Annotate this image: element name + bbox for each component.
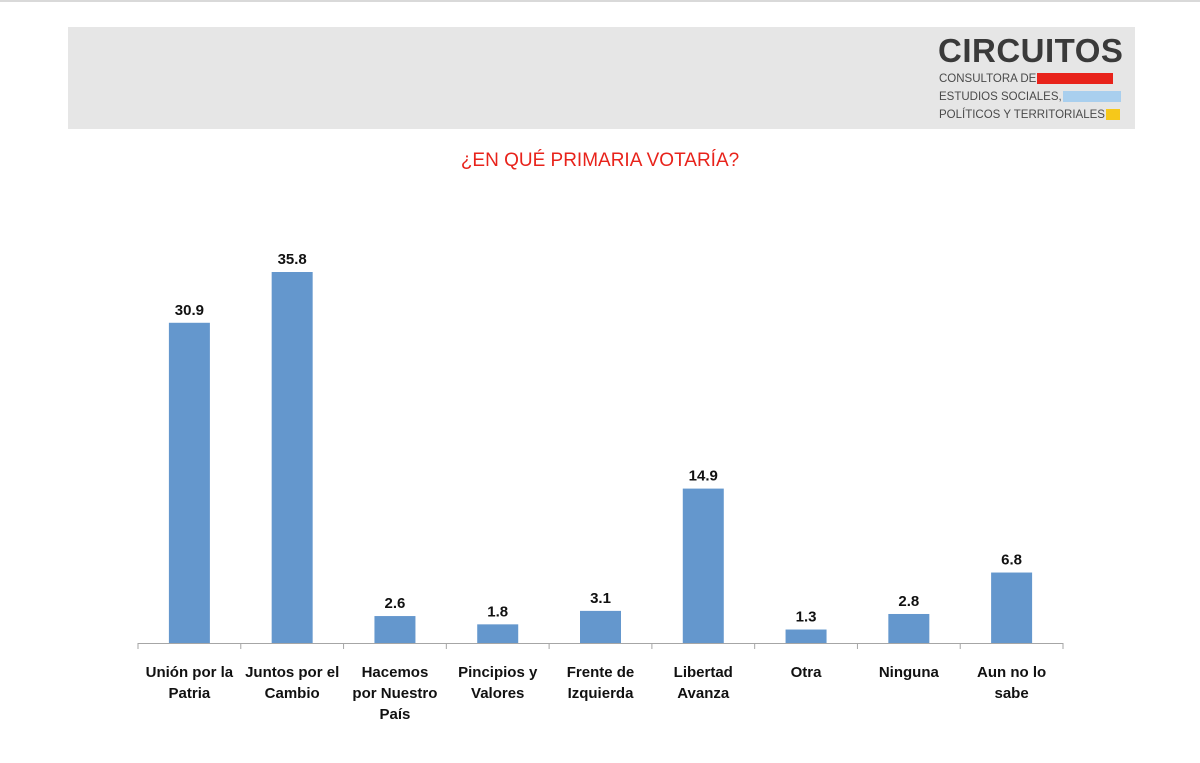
bar (477, 624, 519, 643)
bar (271, 272, 313, 643)
category-label: Unión por la Patria (146, 664, 234, 702)
logo-line-2: ESTUDIOS SOCIALES, (939, 88, 1121, 106)
bar (991, 572, 1033, 643)
data-label: 1.8 (487, 603, 508, 620)
header-band (68, 27, 1135, 129)
logo-line-3-text: POLÍTICOS Y TERRITORIALES (939, 109, 1105, 121)
category-label: Otra (791, 664, 823, 681)
top-divider (0, 0, 1200, 2)
logo-line-3: POLÍTICOS Y TERRITORIALES (939, 106, 1120, 124)
bar (580, 610, 621, 643)
category-label: Juntos por el Cambio (245, 664, 339, 702)
category-label: Frente de Izquierda (567, 664, 635, 702)
data-label: 1.3 (796, 609, 817, 626)
logo-line-1-text: CONSULTORA DE (939, 73, 1037, 85)
data-label: 14.9 (689, 468, 718, 485)
logo-yellow-stripe (1105, 109, 1120, 121)
data-label: 6.8 (1001, 552, 1022, 569)
data-label: 3.1 (590, 590, 611, 607)
data-label: 2.6 (385, 595, 406, 612)
bar (168, 322, 210, 643)
category-label: Aun no lo sabe (977, 664, 1046, 702)
logo-blue-stripe (1062, 91, 1121, 103)
category-label: Hacemos por Nuestro País (352, 664, 437, 723)
data-label: 2.8 (898, 593, 919, 610)
data-label: 35.8 (278, 251, 307, 268)
category-label: Pincipios y Valores (458, 664, 538, 702)
category-label: Ninguna (879, 664, 940, 681)
chart-title: ¿EN QUÉ PRIMARIA VOTARÍA? (460, 150, 740, 171)
bar (888, 613, 930, 643)
bar (785, 629, 827, 643)
circuitos-logo: CIRCUITOS CONSULTORA DE ESTUDIOS SOCIALE… (938, 33, 1123, 125)
logo-red-stripe (1037, 73, 1114, 85)
logo-name: CIRCUITOS (938, 32, 1124, 69)
bar (374, 616, 416, 643)
bar (682, 488, 724, 643)
category-label: Libertad Avanza (674, 664, 733, 702)
data-label: 30.9 (175, 302, 204, 319)
logo-line-1: CONSULTORA DE (939, 70, 1114, 88)
logo-line-2-text: ESTUDIOS SOCIALES, (939, 91, 1062, 103)
